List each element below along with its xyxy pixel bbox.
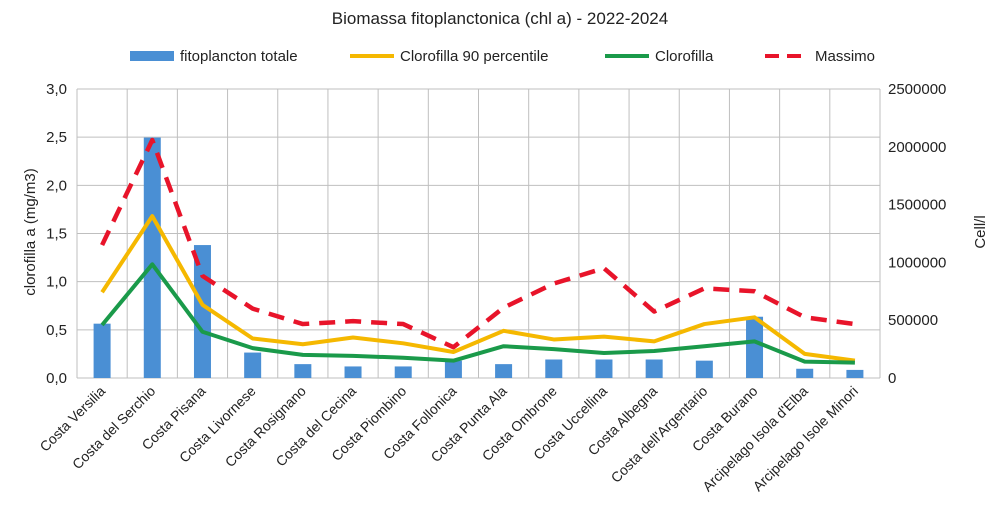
bar xyxy=(444,360,462,378)
axes: 0,0 0,5 1,0 1,5 2,0 2,5 3,0 0 500000 1000000 15000… xyxy=(36,81,946,495)
chart-title: Biomassa fitoplanctonica (chl a) - 2022-… xyxy=(332,9,668,28)
y2-tick-label: 1500000 xyxy=(888,197,946,214)
series-line-massimo xyxy=(100,137,856,350)
legend-label: fitoplancton totale xyxy=(180,48,298,65)
y-tick-label: 0,0 xyxy=(46,370,67,387)
bar xyxy=(294,364,312,378)
y2-axis-label: Cell/l xyxy=(972,215,989,248)
bar xyxy=(143,137,161,378)
legend-label: Clorofilla xyxy=(655,48,714,65)
series-line-clorofilla xyxy=(100,262,855,365)
legend-label: Clorofilla 90 percentile xyxy=(400,48,548,65)
y-tick-label: 0,5 xyxy=(46,322,67,339)
bar xyxy=(695,360,713,378)
y-tick-label: 3,0 xyxy=(46,81,67,98)
y2-tick-label: 1000000 xyxy=(888,254,946,271)
bar xyxy=(595,359,613,378)
legend: fitoplancton totale Clorofilla 90 percent… xyxy=(130,48,875,65)
y2-tick-label: 0 xyxy=(888,370,896,387)
y-tick-label: 1,5 xyxy=(46,226,67,243)
bar xyxy=(746,316,764,378)
y-tick-label: 1,0 xyxy=(46,274,67,291)
series-line-clorofilla-90-percentile xyxy=(100,214,856,363)
y-tick-label: 2,5 xyxy=(46,129,67,146)
y2-tick-label: 2000000 xyxy=(888,139,946,156)
bar xyxy=(394,366,412,378)
bar xyxy=(495,364,513,378)
bar xyxy=(244,352,262,378)
bar xyxy=(846,369,864,378)
bars xyxy=(93,137,864,378)
bar xyxy=(344,366,362,378)
x-tick-label: Costa dell'Argentario xyxy=(608,383,711,486)
grid xyxy=(76,88,881,379)
bar xyxy=(645,359,663,378)
bar xyxy=(796,368,814,378)
legend-label: Massimo xyxy=(815,48,875,65)
y-axis-label: clorofilla a (mg/m3) xyxy=(22,168,39,296)
y2-tick-label: 500000 xyxy=(888,312,938,329)
bar xyxy=(545,359,563,378)
legend-swatch xyxy=(130,51,174,61)
lines xyxy=(100,137,856,365)
bar xyxy=(93,323,111,378)
y2-tick-label: 2500000 xyxy=(888,81,946,98)
y-tick-label: 2,0 xyxy=(46,177,67,194)
